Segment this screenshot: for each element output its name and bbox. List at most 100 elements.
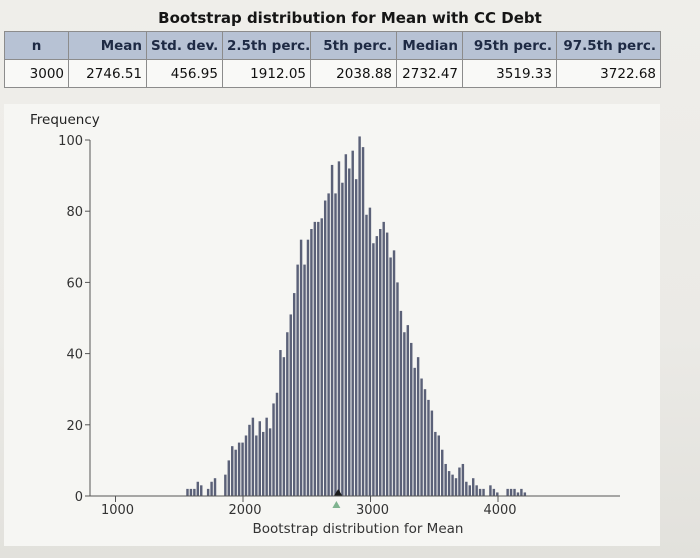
histogram-bar [399,310,403,496]
histogram-bar [496,492,499,496]
histogram-bar [292,293,296,496]
y-tick-label: 40 [66,348,83,363]
summary-statistics-table: n Mean Std. dev. 2.5th perc. 5th perc. M… [4,31,661,88]
cell-median: 2732.47 [396,59,463,88]
histogram-bar [237,442,241,496]
histogram-bar [451,474,454,496]
histogram-bar [258,421,261,496]
histogram-bar [310,229,313,496]
histogram-bar [323,200,327,496]
histogram-bar [385,232,389,496]
histogram-bar [210,481,213,496]
histogram-bar [471,478,475,496]
histogram-bar [275,392,279,496]
histogram-bar [372,243,375,496]
header-n: n [4,31,69,60]
table-row: 3000 2746.51 456.95 1912.05 2038.88 2732… [4,59,661,88]
histogram-bar [255,435,258,496]
histogram-bar [206,488,210,496]
y-tick-label: 100 [58,134,83,149]
histogram-bar [441,449,444,496]
histogram-bar [465,481,468,496]
header-5th-perc: 5th perc. [310,31,397,60]
mean-marker [334,489,343,496]
header-2-5th-perc: 2.5th perc. [222,31,311,60]
header-mean: Mean [68,31,147,60]
histogram-bar [341,182,344,496]
histogram-bar [427,399,430,496]
histogram-bar [392,250,396,496]
histogram-bar [430,410,434,496]
histogram-bar [306,239,310,496]
x-tick-label: 2000 [228,503,261,518]
histogram-bar [200,485,203,496]
y-tick-label: 20 [66,419,83,434]
histogram-bar [368,207,372,496]
histogram-bar [344,154,348,497]
y-tick-label: 0 [75,490,83,505]
histogram-bar [358,136,361,496]
histogram-bar [268,428,272,496]
histogram-bar [330,164,334,497]
histogram-bar [509,488,513,496]
histogram-bar [361,147,365,496]
histogram-bar [227,460,231,496]
histogram-bar [351,150,354,496]
histogram-bar [234,449,237,496]
histogram-bar [299,239,303,496]
x-tick-label: 4000 [483,503,516,518]
y-tick-label: 60 [66,276,83,291]
histogram-bar [379,229,382,496]
histogram-bar [244,435,248,496]
histogram-bar [320,218,323,496]
histogram-bar [241,442,244,496]
histogram-bar [337,161,341,497]
histogram-bar [437,435,440,496]
histogram-bar [513,488,516,496]
median-marker [332,501,341,508]
header-median: Median [396,31,463,60]
histogram-bar [282,357,286,496]
histogram-bar [447,471,451,496]
cell-std-dev: 456.95 [146,59,223,88]
histogram-bar [375,236,379,496]
histogram-bar [193,488,196,496]
histogram-bar [354,179,358,496]
histogram-bar [213,478,217,496]
x-tick-label: 3000 [356,503,389,518]
histogram-bar [468,485,471,496]
histogram-bar [262,431,265,496]
histogram-bar [420,378,423,496]
histogram-bar [516,492,520,496]
histogram-bar [406,325,410,496]
cell-n: 3000 [4,59,69,88]
histogram-bar [416,357,420,496]
histogram-bar [251,417,255,496]
y-tick-label: 80 [66,205,83,220]
histogram-bar [454,478,458,496]
histogram-bar [403,332,406,496]
cell-95th-perc: 3519.33 [462,59,557,88]
histogram-bar [389,257,392,496]
y-axis-label: Frequency [30,112,100,128]
cell-mean: 2746.51 [68,59,147,88]
histogram-bar [289,314,292,496]
cell-5th-perc: 2038.88 [310,59,397,88]
page-title: Bootstrap distribution for Mean with CC … [158,9,542,27]
histogram-bar [196,481,200,496]
histogram-bar [313,221,317,496]
histogram-bar [317,221,320,496]
histogram-bar [492,488,496,496]
histogram-bar [334,193,337,496]
histogram-bar [478,488,482,496]
histogram-bar [286,332,289,496]
histogram-bar [365,214,368,496]
histogram-bar [423,389,427,496]
cell-2-5th-perc: 1912.05 [222,59,311,88]
histogram-bar [520,488,523,496]
histogram-bar [396,282,399,496]
histogram-bar [303,264,306,496]
histogram-bar [296,264,299,496]
histogram-bar [327,193,330,496]
histogram-bar [475,485,478,496]
